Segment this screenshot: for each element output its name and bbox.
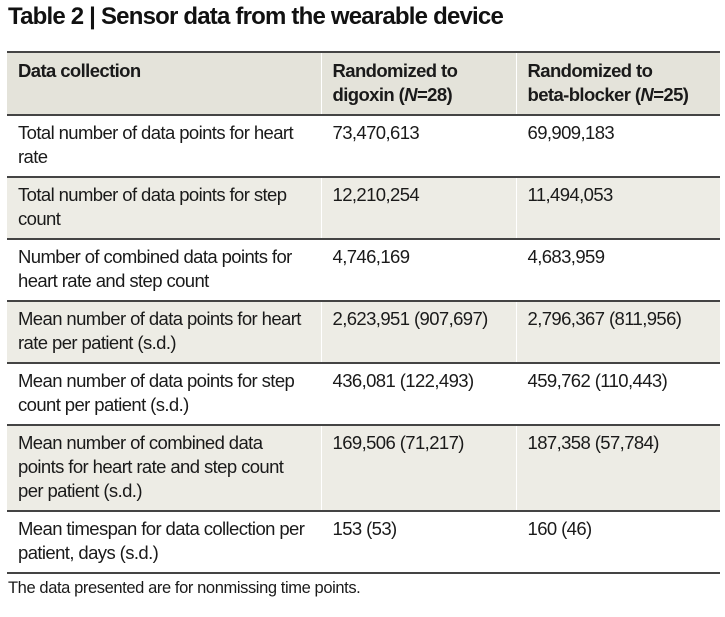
table-row: Number of combined data points for heart…	[7, 238, 720, 301]
beta-blocker-value: 2,796,367 (811,956)	[515, 300, 720, 363]
table-row: Total number of data points for step cou…	[7, 176, 720, 239]
row-label: Mean timespan for data collection per pa…	[7, 510, 321, 574]
table-header-row: Data collection Randomized to digoxin (N=…	[7, 51, 720, 115]
header-digoxin: Randomized to digoxin (N=28)	[320, 51, 516, 115]
digoxin-value: 169,506 (71,217)	[320, 424, 516, 511]
table-row: Mean timespan for data collection per pa…	[7, 510, 720, 574]
beta-blocker-value: 4,683,959	[515, 238, 720, 301]
header-data-collection: Data collection	[7, 51, 321, 115]
table-title: Table 2 | Sensor data from the wearable …	[8, 3, 504, 30]
beta-blocker-value: 187,358 (57,784)	[515, 424, 720, 511]
digoxin-value: 153 (53)	[320, 510, 516, 574]
digoxin-value: 12,210,254	[320, 176, 516, 239]
beta-blocker-value: 459,762 (110,443)	[515, 362, 720, 425]
table-row: Mean number of data points for step coun…	[7, 362, 720, 425]
row-label: Mean number of data points for step coun…	[7, 362, 321, 425]
table-row: Total number of data points for heart ra…	[7, 114, 720, 177]
sensor-data-table: Data collection Randomized to digoxin (N=…	[7, 51, 720, 574]
table-row: Mean number of data points for heart rat…	[7, 300, 720, 363]
row-label: Total number of data points for heart ra…	[7, 114, 321, 177]
row-label: Mean number of combined data points for …	[7, 424, 321, 511]
digoxin-value: 436,081 (122,493)	[320, 362, 516, 425]
header-beta-blocker: Randomized to beta-blocker (N=25)	[515, 51, 720, 115]
table-row: Mean number of combined data points for …	[7, 424, 720, 511]
table-footnote: The data presented are for nonmissing ti…	[8, 579, 361, 597]
row-label: Total number of data points for step cou…	[7, 176, 321, 239]
beta-blocker-value: 11,494,053	[515, 176, 720, 239]
digoxin-value: 2,623,951 (907,697)	[320, 300, 516, 363]
digoxin-value: 73,470,613	[320, 114, 516, 177]
beta-blocker-value: 160 (46)	[515, 510, 720, 574]
row-label: Number of combined data points for heart…	[7, 238, 321, 301]
row-label: Mean number of data points for heart rat…	[7, 300, 321, 363]
digoxin-value: 4,746,169	[320, 238, 516, 301]
beta-blocker-value: 69,909,183	[515, 114, 720, 177]
